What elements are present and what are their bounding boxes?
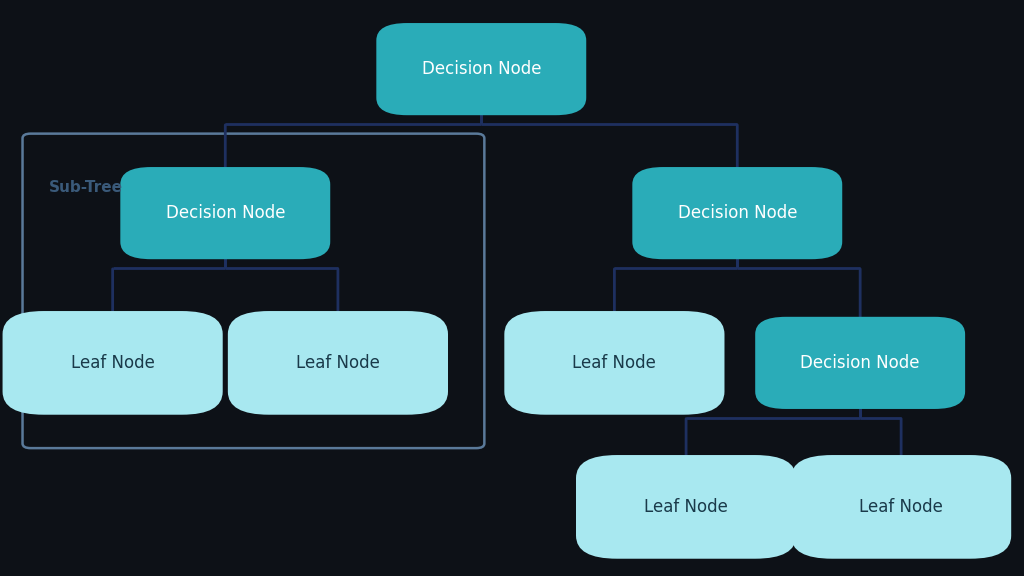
Text: Leaf Node: Leaf Node	[644, 498, 728, 516]
Text: Leaf Node: Leaf Node	[296, 354, 380, 372]
Text: Decision Node: Decision Node	[422, 60, 541, 78]
FancyBboxPatch shape	[755, 317, 965, 409]
Text: Leaf Node: Leaf Node	[71, 354, 155, 372]
FancyBboxPatch shape	[504, 311, 725, 415]
Text: Decision Node: Decision Node	[678, 204, 797, 222]
Text: Decision Node: Decision Node	[166, 204, 285, 222]
Text: Decision Node: Decision Node	[801, 354, 920, 372]
FancyBboxPatch shape	[376, 23, 586, 115]
Text: Leaf Node: Leaf Node	[572, 354, 656, 372]
Text: Sub-Tree: Sub-Tree	[49, 180, 123, 195]
Text: Leaf Node: Leaf Node	[859, 498, 943, 516]
FancyBboxPatch shape	[791, 455, 1012, 559]
FancyBboxPatch shape	[575, 455, 797, 559]
FancyBboxPatch shape	[227, 311, 449, 415]
FancyBboxPatch shape	[121, 167, 330, 259]
FancyBboxPatch shape	[2, 311, 223, 415]
FancyBboxPatch shape	[632, 167, 842, 259]
